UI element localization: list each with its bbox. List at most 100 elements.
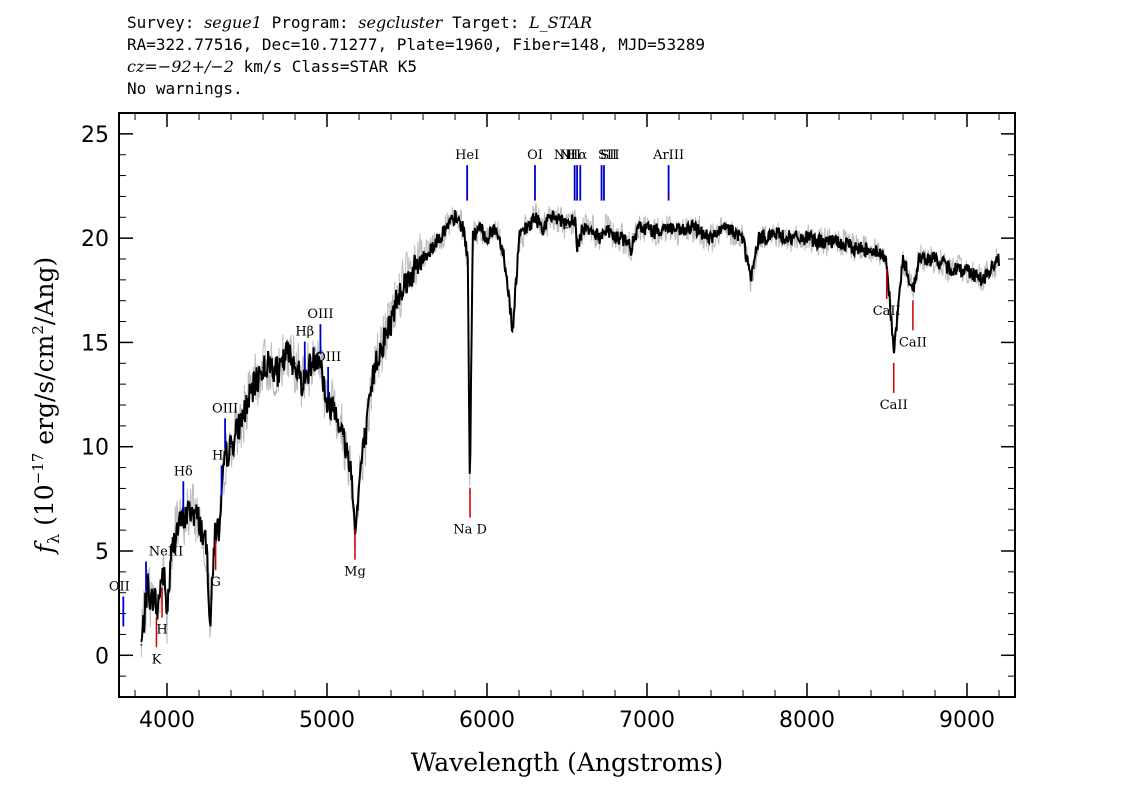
y-tick-label: 10 (81, 436, 109, 461)
flux-point (150, 602, 152, 604)
header-line-4: No warnings. (127, 79, 243, 98)
emission-line-label: OIII (212, 401, 238, 416)
flux-point (558, 216, 560, 219)
emission-line-label: Hδ (174, 464, 193, 479)
flux-point (190, 508, 192, 511)
flux-point (326, 404, 328, 406)
flux-point (286, 352, 288, 354)
flux-point (254, 383, 256, 385)
flux-point (534, 216, 536, 219)
x-tick-label: 8000 (779, 708, 835, 733)
flux-point (270, 362, 272, 365)
flux-point (223, 456, 226, 458)
flux-point (159, 581, 162, 584)
survey-label: Survey: (127, 13, 205, 32)
target-label: Target: (442, 13, 530, 32)
flux-point (414, 268, 416, 271)
error-line (140, 203, 1000, 657)
header-line-1: Survey: segue1 Program: segcluster Targe… (127, 12, 705, 34)
flux-point (670, 226, 672, 229)
flux-point (806, 237, 808, 239)
absorption-line-label: CaII (880, 398, 908, 413)
flux-point (374, 362, 376, 365)
y-tick-label: 25 (81, 123, 109, 148)
flux-point (838, 241, 840, 244)
flux-point (156, 612, 159, 615)
program-value: segcluster (358, 13, 443, 32)
flux-point (885, 258, 888, 260)
flux-point (430, 247, 432, 250)
flux-point (646, 226, 648, 229)
spectrum-header: Survey: segue1 Program: segcluster Targe… (127, 12, 705, 100)
y-tick-label: 0 (95, 644, 109, 669)
flux-point (966, 268, 968, 271)
flux-point (422, 258, 424, 260)
class-text: km/s Class=STAR K5 (233, 57, 417, 76)
flux-point (774, 233, 776, 235)
flux-point (446, 226, 448, 229)
flux-point (678, 231, 680, 233)
x-axis-title: Wavelength (Angstroms) (411, 748, 723, 777)
flux-point (382, 341, 384, 344)
flux-point (742, 237, 744, 239)
flux-point (462, 226, 464, 229)
flux-point (518, 237, 520, 239)
flux-point (262, 366, 264, 369)
flux-point (918, 258, 920, 260)
flux-point (219, 529, 221, 531)
flux-point (318, 352, 320, 354)
flux-point (238, 425, 240, 427)
flux-point (390, 320, 392, 323)
header-line-2: RA=322.77516, Dec=10.71277, Plate=1960, … (127, 35, 705, 54)
absorption-line-label: Mg (344, 565, 366, 580)
flux-point (542, 226, 544, 229)
flux-point (230, 445, 232, 448)
flux-point (294, 362, 296, 365)
flux-point (198, 518, 200, 521)
header-line-3: cz=−92+/−2 km/s Class=STAR K5 (127, 56, 705, 78)
flux-point (246, 404, 248, 406)
absorption-line-label: H (156, 623, 167, 638)
y-tick-label: 20 (81, 227, 109, 252)
flux-line (140, 209, 1000, 643)
flux-point (710, 237, 712, 239)
flux-point (982, 279, 984, 281)
flux-point (622, 237, 624, 239)
flux-point (398, 289, 400, 292)
flux-point (614, 237, 616, 239)
flux-point (590, 226, 592, 229)
flux-point (574, 216, 576, 219)
flux-point (355, 518, 358, 521)
emission-line-label: OI (527, 148, 543, 163)
flux-point (209, 623, 211, 625)
x-tick-label: 4000 (139, 708, 195, 733)
flux-point (359, 466, 362, 469)
emission-line-label: OIII (307, 307, 333, 322)
flux-point (511, 331, 514, 333)
flux-point (566, 226, 568, 229)
flux-point (175, 529, 178, 531)
flux-point (406, 279, 408, 281)
flux-point (950, 268, 952, 271)
program-label: Program: (261, 13, 359, 32)
flux-point (758, 237, 760, 239)
flux-point (471, 237, 474, 239)
flux-point (726, 226, 728, 229)
error-band (140, 203, 1000, 657)
flux-point (494, 226, 496, 229)
flux-point (310, 362, 312, 365)
flux-point (163, 571, 165, 573)
flux-point (998, 258, 1000, 260)
flux-point (654, 231, 656, 233)
flux-point (171, 550, 173, 552)
emission-line-label: Hβ (295, 325, 314, 340)
flux-point (576, 247, 578, 250)
flux-point (630, 247, 632, 250)
flux-point (790, 237, 792, 239)
redshift-value: cz=−92+/−2 (127, 57, 234, 76)
absorption-line-label: Na D (453, 523, 487, 538)
flux-point (912, 289, 914, 292)
flux-point (214, 529, 216, 531)
